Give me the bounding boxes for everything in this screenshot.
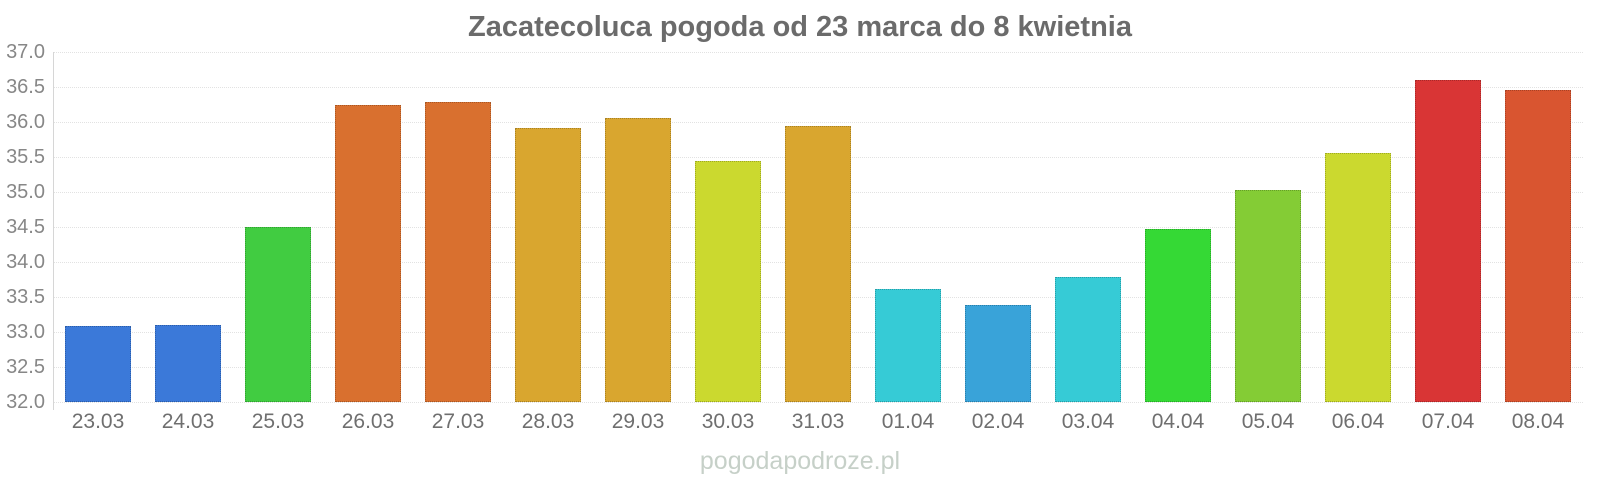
gridline: [53, 122, 1583, 123]
y-tick-label: 32.5: [6, 356, 45, 378]
temperature-bar[interactable]: [965, 305, 1031, 402]
y-tick-label: 37.0: [6, 41, 45, 63]
x-tick-label: 04.04: [1151, 410, 1205, 433]
x-tick-label: 02.04: [971, 410, 1025, 433]
temperature-bar[interactable]: [695, 160, 761, 402]
temperature-bar[interactable]: [1145, 229, 1211, 402]
chart-title: Zacatecoluca pogoda od 23 marca do 8 kwi…: [468, 11, 1132, 43]
watermark-link[interactable]: pogodapodroze.pl: [699, 447, 901, 475]
temperature-bar[interactable]: [1415, 80, 1481, 402]
y-tick-label: 36.5: [6, 76, 45, 98]
gridline: [53, 52, 1583, 53]
y-tick-label: 32.0: [6, 391, 45, 413]
temperature-bar[interactable]: [1055, 277, 1121, 402]
temperature-bar[interactable]: [245, 227, 311, 402]
x-tick-label: 25.03: [251, 410, 305, 433]
temperature-bar[interactable]: [785, 125, 851, 402]
x-tick-label: 31.03: [791, 410, 845, 433]
x-tick-label: 30.03: [701, 410, 755, 433]
x-tick-label: 06.04: [1331, 410, 1385, 433]
y-tick-label: 35.5: [6, 146, 45, 168]
x-tick-label: 07.04: [1421, 410, 1475, 433]
y-axis-line: [53, 52, 54, 410]
y-tick-label: 35.0: [6, 181, 45, 203]
temperature-bar[interactable]: [515, 127, 581, 402]
temperature-bar[interactable]: [65, 326, 131, 402]
x-tick-label: 29.03: [611, 410, 665, 433]
x-tick-label: 08.04: [1511, 410, 1565, 433]
temperature-bar[interactable]: [1235, 189, 1301, 402]
y-tick-label: 33.5: [6, 286, 45, 308]
temperature-bar[interactable]: [425, 101, 491, 402]
y-tick-label: 33.0: [6, 321, 45, 343]
y-tick-label: 36.0: [6, 111, 45, 133]
y-tick-label: 34.5: [6, 216, 45, 238]
x-tick-label: 23.03: [71, 410, 125, 433]
x-tick-label: 03.04: [1061, 410, 1115, 433]
y-tick-label: 34.0: [6, 251, 45, 273]
temperature-bar[interactable]: [335, 104, 401, 402]
x-tick-label: 27.03: [431, 410, 485, 433]
gridline: [53, 87, 1583, 88]
x-tick-label: 01.04: [881, 410, 935, 433]
gridline: [53, 402, 1583, 403]
temperature-bar[interactable]: [1505, 89, 1571, 402]
x-tick-label: 24.03: [161, 410, 215, 433]
x-tick-label: 05.04: [1241, 410, 1295, 433]
temperature-bar[interactable]: [605, 117, 671, 402]
temperature-bar[interactable]: [1325, 152, 1391, 402]
x-tick-label: 26.03: [341, 410, 395, 433]
temperature-bar[interactable]: [875, 288, 941, 402]
temperature-bar[interactable]: [155, 325, 221, 402]
x-tick-label: 28.03: [521, 410, 575, 433]
